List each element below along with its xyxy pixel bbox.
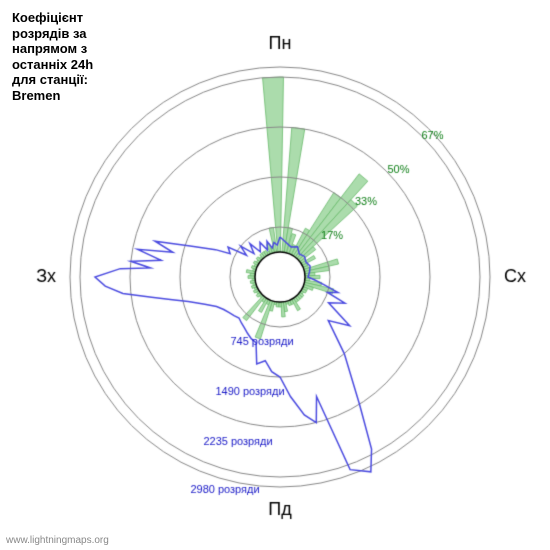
title-line: Bremen bbox=[12, 88, 60, 103]
title-line: останніх 24h bbox=[12, 57, 93, 72]
title-line: напрямом з bbox=[12, 41, 87, 56]
chart-title: Коефіцієнт розрядів за напрямом з останн… bbox=[12, 10, 93, 104]
title-line: розрядів за bbox=[12, 26, 87, 41]
footer-credit: www.lightningmaps.org bbox=[6, 535, 109, 546]
title-line: для станції: bbox=[12, 72, 88, 87]
title-line: Коефіцієнт bbox=[12, 10, 83, 25]
